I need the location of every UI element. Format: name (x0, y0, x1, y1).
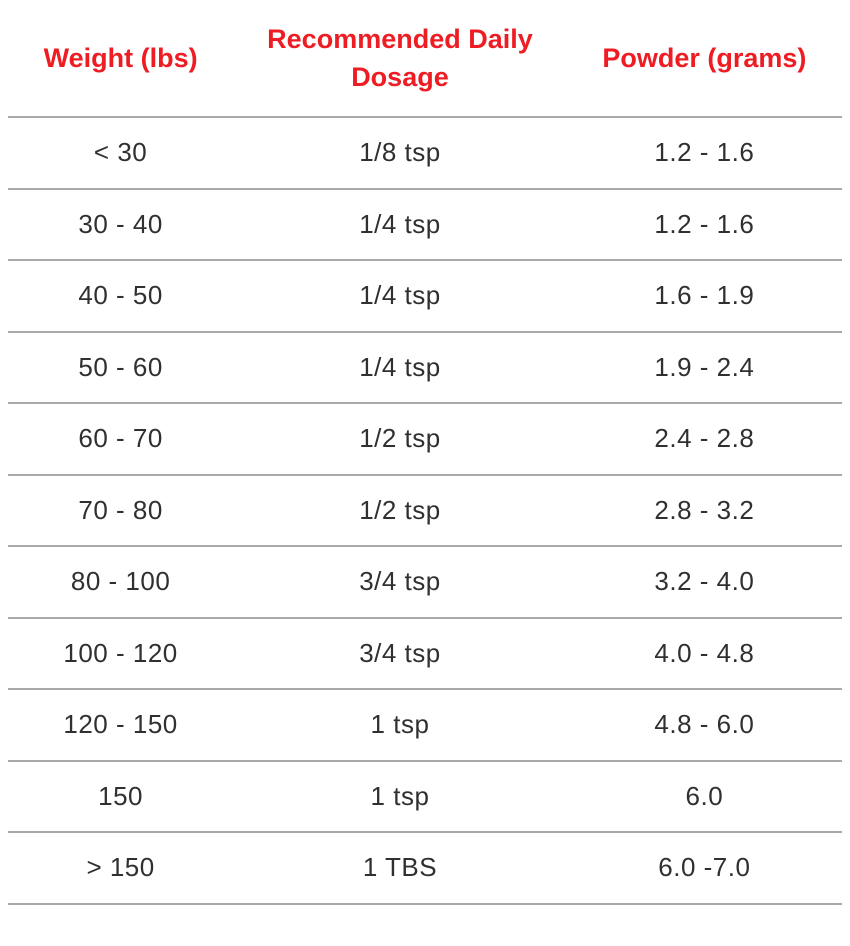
cell-powder: 1.2 - 1.6 (654, 137, 755, 168)
table-row: 100 - 120 3/4 tsp 4.0 - 4.8 (8, 619, 842, 690)
cell-weight: 50 - 60 (78, 351, 163, 382)
cell-weight: 150 (98, 780, 144, 811)
table-row: 30 - 40 1/4 tsp 1.2 - 1.6 (8, 190, 842, 261)
header-weight: Weight (lbs) (8, 39, 233, 77)
dosage-table: Weight (lbs) Recommended Daily Dosage Po… (8, 0, 842, 905)
table-row: 80 - 100 3/4 tsp 3.2 - 4.0 (8, 547, 842, 619)
header-powder-label: Powder (grams) (602, 43, 807, 73)
table-row: 70 - 80 1/2 tsp 2.8 - 3.2 (8, 476, 842, 547)
cell-weight: 60 - 70 (78, 423, 163, 454)
cell-powder: 1.6 - 1.9 (654, 280, 755, 311)
table-header-row: Weight (lbs) Recommended Daily Dosage Po… (8, 0, 842, 118)
cell-powder: 4.0 - 4.8 (654, 637, 755, 668)
cell-dosage: 1/4 tsp (359, 351, 441, 382)
cell-dosage: 1 tsp (370, 780, 430, 811)
cell-dosage: 1 tsp (370, 709, 430, 740)
table-row: 40 - 50 1/4 tsp 1.6 - 1.9 (8, 261, 842, 333)
cell-dosage: 1/4 tsp (359, 208, 441, 239)
cell-powder: 2.4 - 2.8 (654, 423, 755, 454)
cell-weight: < 30 (93, 137, 148, 168)
table-row: 60 - 70 1/2 tsp 2.4 - 2.8 (8, 404, 842, 476)
header-weight-label: Weight (lbs) (43, 43, 198, 73)
cell-powder: 1.2 - 1.6 (654, 208, 755, 239)
cell-dosage: 3/4 tsp (359, 637, 441, 668)
cell-dosage: 3/4 tsp (359, 566, 441, 597)
cell-powder: 3.2 - 4.0 (654, 566, 755, 597)
cell-dosage: 1/2 tsp (359, 494, 441, 525)
cell-powder: 6.0 (685, 780, 724, 811)
cell-powder: 4.8 - 6.0 (654, 709, 755, 740)
header-dosage: Recommended Daily Dosage (233, 20, 567, 96)
table-row: < 30 1/8 tsp 1.2 - 1.6 (8, 118, 842, 190)
header-powder: Powder (grams) (567, 39, 842, 77)
cell-dosage: 1/8 tsp (359, 137, 441, 168)
cell-dosage: 1/4 tsp (359, 280, 441, 311)
cell-dosage: 1 TBS (362, 852, 438, 883)
cell-weight: 40 - 50 (78, 280, 163, 311)
cell-dosage: 1/2 tsp (359, 423, 441, 454)
table-row: 150 1 tsp 6.0 (8, 762, 842, 833)
table-row: 120 - 150 1 tsp 4.8 - 6.0 (8, 690, 842, 762)
header-dosage-label: Recommended Daily Dosage (267, 24, 533, 92)
cell-weight: 120 - 150 (63, 709, 178, 740)
cell-powder: 1.9 - 2.4 (654, 351, 755, 382)
table-row: > 150 1 TBS 6.0 -7.0 (8, 833, 842, 905)
table-row: 50 - 60 1/4 tsp 1.9 - 2.4 (8, 333, 842, 404)
cell-powder: 2.8 - 3.2 (654, 494, 755, 525)
table-body: < 30 1/8 tsp 1.2 - 1.6 30 - 40 1/4 tsp 1… (8, 118, 842, 905)
cell-powder: 6.0 -7.0 (658, 852, 751, 883)
cell-weight: 100 - 120 (63, 637, 178, 668)
cell-weight: 30 - 40 (78, 208, 163, 239)
cell-weight: 80 - 100 (70, 566, 171, 597)
cell-weight: > 150 (86, 852, 155, 883)
cell-weight: 70 - 80 (78, 494, 163, 525)
